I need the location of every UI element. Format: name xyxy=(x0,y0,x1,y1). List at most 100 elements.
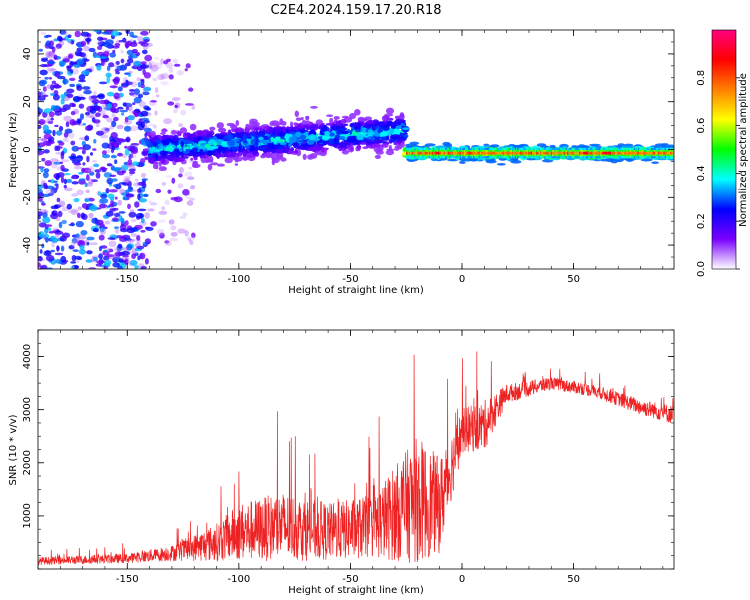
spectrogram-blob xyxy=(106,76,111,84)
spectrogram-blob xyxy=(108,62,115,68)
spectrogram-band-cell xyxy=(550,151,553,155)
spectrogram-band-cell xyxy=(473,151,475,155)
spectrogram-blob xyxy=(121,112,125,116)
spectrogram-blob xyxy=(39,69,48,76)
x-tick-label: -50 xyxy=(342,274,358,285)
spectrogram-blob xyxy=(123,120,133,125)
spectrogram-blob xyxy=(48,50,55,57)
spectrogram-blob xyxy=(56,130,63,136)
spectrogram-band-cell xyxy=(635,151,637,155)
spectrogram-blob xyxy=(117,152,123,157)
spectrogram-blob xyxy=(271,122,278,127)
spectrogram-band-cell xyxy=(619,151,621,155)
spectrogram-blob xyxy=(66,93,74,99)
spectrogram-blob xyxy=(119,236,128,242)
spectrogram-blob xyxy=(178,173,183,178)
spectrogram-blob xyxy=(61,150,65,156)
spectrogram-blob xyxy=(86,236,95,241)
spectrogram-blob xyxy=(84,198,91,202)
spectrogram-band-cell xyxy=(494,151,497,155)
spectrogram-blob xyxy=(72,96,82,102)
spectrogram-blob xyxy=(101,142,110,149)
spectrogram-blob xyxy=(71,145,80,152)
spectrogram-blob xyxy=(141,63,146,70)
spectrogram-blob xyxy=(78,103,85,109)
spectrogram-blob xyxy=(246,152,254,158)
spectrogram-blob xyxy=(96,130,104,136)
spectrogram-blob xyxy=(41,243,45,249)
spectrogram-blob xyxy=(374,154,381,159)
spectrogram-blob xyxy=(127,238,136,242)
spectrogram-blob xyxy=(131,48,138,54)
spectrogram-blob xyxy=(52,129,56,137)
spectrogram-blob xyxy=(173,157,183,163)
spectrogram-blob xyxy=(55,216,61,222)
spectrogram-blob xyxy=(159,232,165,239)
spectrogram-blob xyxy=(173,108,178,114)
spectrogram-blob xyxy=(144,132,148,138)
spectrogram-blob xyxy=(161,139,170,146)
spectrogram-blob xyxy=(77,172,84,175)
spectrogram-blob xyxy=(177,131,182,137)
spectrogram-blob xyxy=(130,233,137,237)
spectrogram-band-cell xyxy=(423,151,426,155)
spectrogram-blob xyxy=(89,152,94,156)
spectrogram-band-cell xyxy=(482,151,484,155)
spectrogram-blob xyxy=(158,160,162,167)
spectrogram-blob xyxy=(87,166,94,173)
spectrogram-blob xyxy=(114,251,123,257)
spectrogram-blob xyxy=(203,136,207,141)
spectrogram-blob xyxy=(119,228,129,233)
spectrogram-blob xyxy=(71,176,77,179)
spectrogram-band-cell xyxy=(516,151,518,155)
spectrogram-band-cell xyxy=(631,151,633,155)
spectrogram-blob xyxy=(100,194,108,199)
spectrogram-band-cell xyxy=(415,151,418,155)
spectrogram-band-cell xyxy=(411,151,414,155)
spectrogram-blob xyxy=(329,117,334,125)
spectrogram-blob xyxy=(299,134,307,140)
spectrogram-blob xyxy=(149,202,158,206)
spectrogram-blob xyxy=(316,140,323,144)
spectrogram-blob xyxy=(85,174,90,181)
spectrogram-blob xyxy=(155,139,162,144)
spectrogram-band-cell xyxy=(447,151,450,155)
spectrogram-band-cell xyxy=(569,151,572,155)
spectrogram-blob xyxy=(61,220,67,224)
spectrogram-blob xyxy=(63,115,72,122)
spectrogram-blob xyxy=(44,35,49,39)
spectrogram-blob xyxy=(149,62,158,69)
spectrogram-band-cell xyxy=(671,151,673,155)
spectrogram-blob xyxy=(95,172,101,179)
spectrogram-blob xyxy=(47,70,53,74)
spectrogram-blob xyxy=(65,121,70,128)
spectrogram-blob xyxy=(180,109,187,116)
spectrogram-blob xyxy=(385,149,395,156)
spectrogram-band-cell xyxy=(581,151,584,155)
y-tick-label: 2000 xyxy=(22,450,33,475)
spectrogram-blob xyxy=(112,262,120,268)
spectrogram-blob xyxy=(124,148,130,156)
spectrogram-blob xyxy=(60,164,65,171)
spectrogram-blob xyxy=(126,244,133,251)
colorbar-tick-label: 0.6 xyxy=(696,118,707,134)
spectrogram-blob xyxy=(122,254,129,258)
spectrogram-band-cell xyxy=(562,151,565,155)
spectrogram-blob xyxy=(42,216,51,224)
spectrogram-blob xyxy=(69,60,74,68)
spectrogram-blob xyxy=(49,40,54,47)
spectrogram-blob xyxy=(106,117,113,123)
spectrogram-blob xyxy=(341,115,349,119)
spectrogram-blob xyxy=(249,118,258,124)
spectrogram-band-cell xyxy=(481,151,483,155)
spectrogram-blob xyxy=(53,83,60,89)
spectrogram-blob xyxy=(99,167,108,170)
spectrogram-blob xyxy=(160,132,166,135)
spectrogram-band-cell xyxy=(467,151,470,155)
spectrogram-blob xyxy=(185,148,191,152)
spectrogram-blob xyxy=(117,86,123,92)
spectrogram-band-cell xyxy=(410,151,412,155)
spectrogram-blob xyxy=(300,117,304,120)
spectrogram-blob xyxy=(496,163,506,166)
spectrogram-blob xyxy=(342,124,346,128)
